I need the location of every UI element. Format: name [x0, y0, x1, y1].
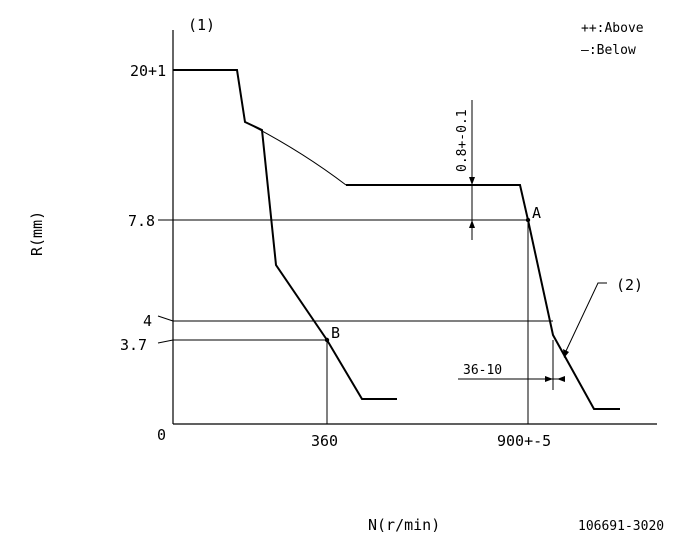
y-tick-3-7: 3.7 — [120, 336, 147, 354]
x-tick-900: 900+-5 — [497, 432, 551, 450]
y-tick-0: 0 — [157, 426, 166, 444]
y-axis-label: R(mm) — [28, 211, 46, 256]
x-tick-360: 360 — [311, 432, 338, 450]
tolerance-label: 0.8+-0.1 — [455, 109, 470, 172]
y-tick-7-8: 7.8 — [128, 212, 155, 230]
ref-line-4 — [157, 315, 174, 322]
ref-line-3-7 — [157, 339, 174, 344]
speed-delta-label: 36-10 — [463, 363, 502, 378]
point-b-marker — [324, 337, 330, 343]
x-axis-label: N(r/min) — [368, 516, 440, 534]
leader-2-arrow — [563, 349, 569, 358]
label-1: (1) — [188, 16, 215, 34]
point-a-label: A — [532, 204, 541, 222]
speed-delta-arrow-right — [545, 376, 553, 382]
governor-curve — [346, 184, 620, 410]
point-a-marker — [525, 217, 531, 223]
tolerance-arrow-up — [469, 220, 475, 228]
full-load-curve — [173, 69, 397, 400]
leader-2 — [565, 282, 607, 352]
point-b-label: B — [331, 324, 340, 342]
figure-code: 106691-3020 — [578, 519, 664, 534]
legend-below: —:Below — [581, 43, 636, 58]
transition-curve — [244, 121, 347, 186]
y-tick-top: 20+1 — [130, 62, 166, 80]
label-2: (2) — [616, 276, 643, 294]
legend-above: ++:Above — [581, 21, 644, 36]
speed-delta-arrow-left — [557, 376, 565, 382]
y-tick-4: 4 — [143, 312, 152, 330]
tolerance-arrow-down — [469, 177, 475, 185]
